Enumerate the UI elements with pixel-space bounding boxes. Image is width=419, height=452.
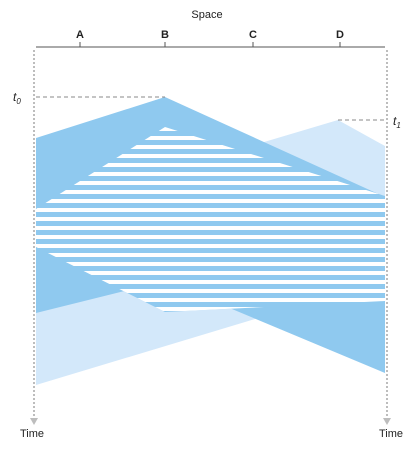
collision-stripe (36, 181, 385, 185)
collision-stripe (36, 190, 385, 194)
collision-stripe (36, 253, 385, 257)
collision-stripe (36, 172, 385, 176)
collision-stripe (36, 235, 385, 239)
collision-stripe (36, 289, 385, 293)
time-label-right: Time (379, 428, 403, 440)
collision-stripe (36, 145, 385, 149)
t1-label: t1 (393, 114, 401, 130)
space-title: Space (191, 9, 222, 21)
time-axis-right-arrow (383, 418, 391, 425)
collision-stripe (36, 163, 385, 167)
t0-label: t0 (13, 90, 21, 106)
collision-stripe (36, 298, 385, 302)
station-label: A (76, 29, 84, 41)
collision-stripe (36, 226, 385, 230)
collision-stripe (36, 154, 385, 158)
station-label: B (161, 29, 169, 41)
collision-stripe (36, 244, 385, 248)
collision-stripe (36, 217, 385, 221)
time-label-left: Time (20, 428, 44, 440)
collision-stripe (36, 262, 385, 266)
time-axis-left-arrow (30, 418, 38, 425)
collision-stripe (36, 199, 385, 203)
station-label: C (249, 29, 257, 41)
station-a: A (76, 29, 84, 47)
collision-stripe (36, 208, 385, 212)
station-d: D (336, 29, 344, 47)
station-label: D (336, 29, 344, 41)
collision-stripe (36, 280, 385, 284)
station-c: C (249, 29, 257, 47)
station-b: B (161, 29, 169, 47)
collision-stripe (36, 307, 385, 311)
collision-stripe (36, 271, 385, 275)
